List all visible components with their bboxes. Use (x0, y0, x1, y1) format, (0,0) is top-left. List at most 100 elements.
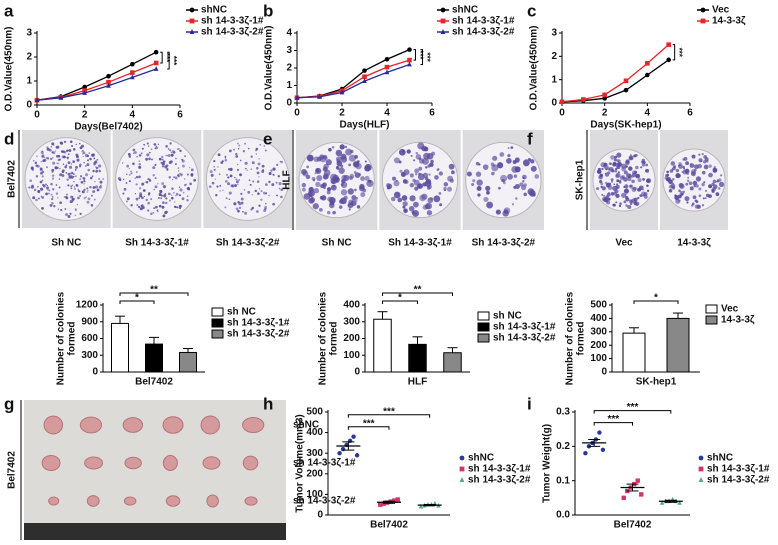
marker (677, 500, 682, 505)
colony (385, 182, 391, 188)
colony (344, 145, 348, 149)
colony (247, 190, 251, 194)
colony (162, 214, 166, 218)
y-tick-label: 0.3 (556, 407, 570, 418)
colony (64, 208, 67, 210)
colony (69, 175, 73, 179)
colony (236, 142, 239, 145)
colony (268, 171, 272, 176)
colony (217, 153, 221, 157)
colony (433, 195, 441, 203)
row-label: sh 14-3-3ζ-2# (293, 496, 356, 507)
colony (631, 198, 637, 204)
colony (258, 158, 260, 160)
colony (251, 194, 254, 196)
colony (92, 186, 96, 189)
colony (175, 192, 179, 196)
colony (616, 165, 621, 170)
marker (600, 447, 606, 452)
colony (73, 181, 75, 183)
colony (36, 164, 40, 168)
colony (236, 163, 239, 166)
marker (337, 451, 342, 456)
colony (66, 178, 69, 181)
colony (96, 166, 99, 169)
colony (161, 155, 164, 159)
colony (402, 179, 408, 184)
colony (485, 185, 491, 192)
colony (611, 181, 613, 183)
bar (408, 343, 427, 373)
colony (84, 153, 89, 158)
colony (37, 186, 39, 188)
colony (256, 180, 260, 183)
colony (52, 189, 54, 191)
colony (153, 188, 156, 191)
colony (158, 157, 162, 161)
colony (138, 197, 141, 199)
colony (209, 170, 213, 174)
y-tick-label: 600 (81, 333, 98, 344)
y-tick-label: 0 (601, 367, 607, 378)
colony (497, 162, 504, 169)
colony (128, 155, 132, 158)
colony (605, 182, 611, 188)
colony (358, 173, 362, 176)
colony (623, 200, 627, 204)
colony (150, 212, 153, 216)
colony (87, 168, 91, 172)
x-tick-label: 2 (602, 108, 608, 119)
colony (258, 176, 260, 178)
x-tick-label: SK-hep1 (636, 377, 677, 388)
colony (61, 170, 65, 173)
colony (157, 196, 160, 199)
colony (69, 212, 72, 215)
colony (328, 147, 332, 152)
colony (93, 157, 96, 160)
colony (355, 199, 358, 202)
colony (695, 184, 699, 188)
significance-bracket (672, 44, 676, 61)
significance-bracket (119, 292, 189, 296)
colony (399, 169, 403, 173)
colony (128, 167, 130, 170)
colony (173, 176, 175, 178)
colony (694, 199, 698, 203)
marker (317, 93, 322, 99)
colony (413, 201, 419, 208)
colony (694, 204, 700, 209)
x-axis-label: Days(Bel7402) (74, 122, 142, 133)
colony (41, 195, 45, 199)
y-tick-label: 500 (590, 300, 607, 311)
legend-marker (700, 7, 706, 13)
colony (52, 177, 54, 180)
colony (130, 170, 132, 173)
colony (412, 178, 416, 183)
colony (345, 148, 353, 156)
colony (75, 143, 78, 146)
x-tick-label: 2 (339, 108, 345, 119)
legend-marker (440, 7, 446, 13)
marker (635, 478, 640, 483)
colony (255, 210, 259, 213)
colony (327, 196, 333, 202)
marker (395, 497, 400, 502)
colony (135, 197, 139, 201)
colony (693, 184, 696, 188)
colony (72, 148, 76, 151)
colony (235, 178, 238, 181)
colony (186, 195, 189, 198)
colony (701, 170, 706, 175)
colony (166, 146, 168, 148)
colony (46, 147, 50, 151)
colony (623, 188, 630, 194)
colony (72, 173, 75, 176)
colony (80, 180, 84, 184)
colony (406, 149, 411, 154)
y-axis-label: O.D.Value(450nm) (264, 25, 275, 110)
colony (148, 178, 151, 182)
y-tick-label: 100 (343, 350, 360, 361)
colony (71, 144, 74, 148)
colony (42, 159, 45, 163)
colony (130, 172, 133, 175)
